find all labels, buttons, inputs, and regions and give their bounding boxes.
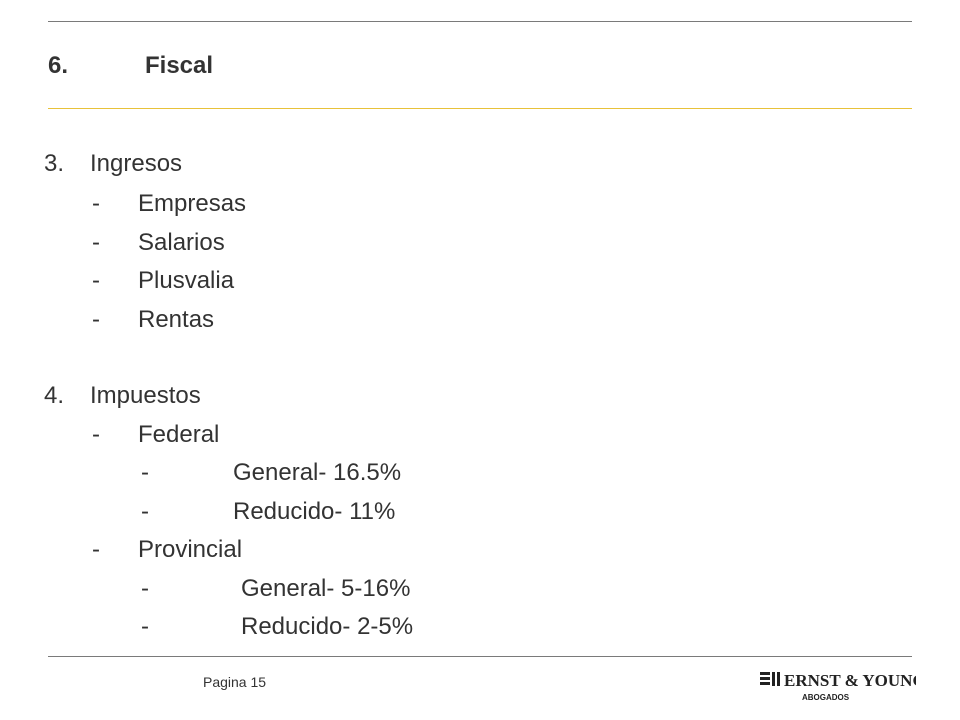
item-label: General- 5-16%: [241, 575, 411, 602]
logo-mark: [760, 672, 780, 686]
item-label: Reducido- 11%: [233, 498, 396, 525]
item-number: 3.: [44, 150, 65, 177]
item-marker: -: [92, 190, 100, 217]
item-label: Empresas: [138, 190, 247, 217]
section-number: 6.: [48, 52, 69, 79]
item-label: Provincial: [138, 536, 243, 563]
item-marker: -: [92, 536, 100, 563]
item-marker: -: [92, 306, 100, 333]
item-marker: -: [92, 229, 100, 256]
item-label: Impuestos: [90, 382, 201, 409]
item-label: Reducido- 2-5%: [241, 613, 414, 640]
item-label: Rentas: [138, 306, 215, 333]
page-number: Pagina 15: [203, 674, 267, 690]
item-marker: -: [92, 421, 100, 448]
item-number: 4.: [44, 382, 65, 409]
item-label: Ingresos: [90, 150, 183, 177]
item-label: Salarios: [138, 229, 225, 256]
title-divider: [48, 108, 912, 109]
item-marker: -: [141, 613, 149, 640]
item-label: General- 16.5%: [233, 459, 402, 486]
item-marker: -: [92, 267, 100, 294]
top-divider: [48, 21, 912, 22]
bottom-divider: [48, 656, 912, 657]
section-heading: Fiscal: [145, 52, 214, 79]
item-label: Federal: [138, 421, 220, 448]
logo-subtext: ABOGADOS: [802, 693, 850, 702]
item-marker: -: [141, 498, 149, 525]
logo-text: ERNST & YOUNG: [784, 671, 916, 690]
item-label: Plusvalia: [138, 267, 235, 294]
item-marker: -: [141, 575, 149, 602]
item-marker: -: [141, 459, 149, 486]
ernst-young-logo: ERNST & YOUNG ABOGADOS: [760, 671, 916, 702]
